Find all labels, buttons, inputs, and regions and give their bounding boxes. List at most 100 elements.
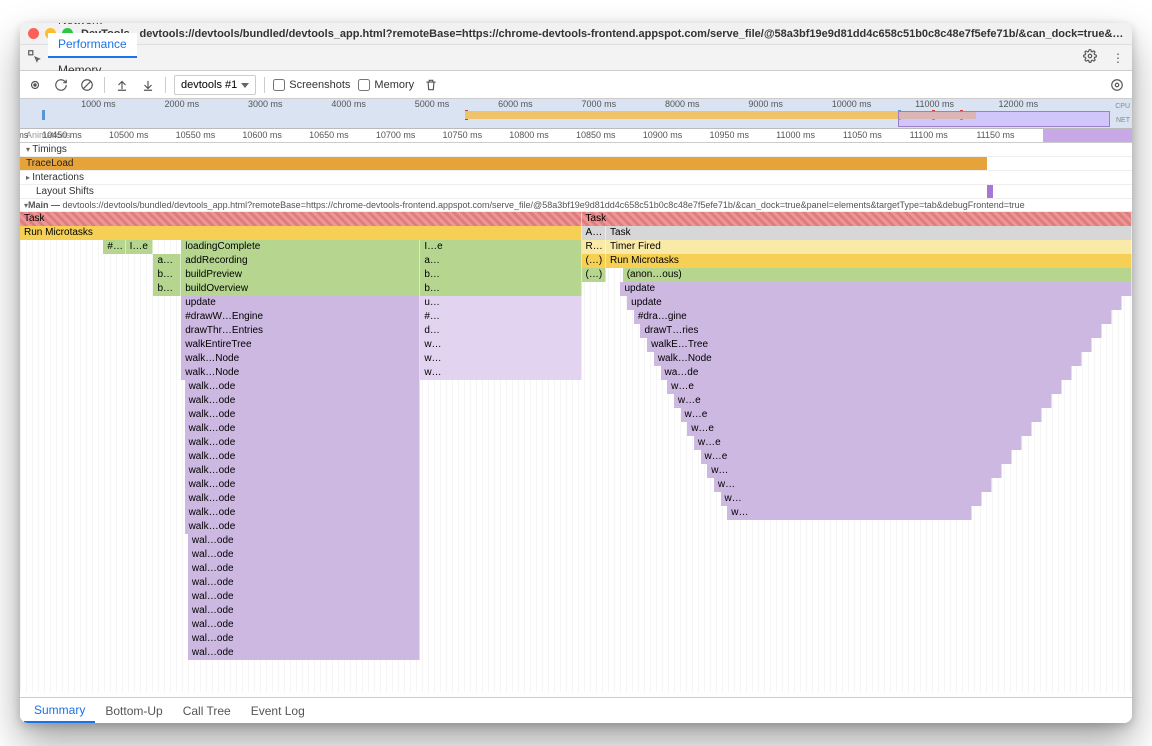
fn-bar[interactable]: wa…de <box>661 366 1072 380</box>
run-microtasks[interactable]: Run Microtasks <box>606 254 1132 268</box>
fn-bar[interactable]: wal…ode <box>188 548 420 562</box>
fn-bar[interactable]: wal…ode <box>188 604 420 618</box>
record-button[interactable] <box>26 76 44 94</box>
fn-bar[interactable]: w… <box>707 464 1002 478</box>
fn-bar[interactable]: w…e <box>681 408 1042 422</box>
fn-bar[interactable]: w…e <box>667 380 1062 394</box>
fn-bar[interactable]: b… <box>420 282 581 296</box>
fn-bar[interactable]: wal…ode <box>188 562 420 576</box>
fn-bar[interactable]: w… <box>420 352 581 366</box>
settings-icon[interactable] <box>1076 49 1104 66</box>
fn-bar[interactable]: wal…ode <box>188 646 420 660</box>
fn-bar[interactable]: walk…ode <box>185 450 421 464</box>
trash-button[interactable] <box>422 76 440 94</box>
track-timings[interactable]: Timings <box>20 143 1132 157</box>
fn-bar[interactable]: b… <box>153 282 181 296</box>
download-button[interactable] <box>139 76 157 94</box>
reload-button[interactable] <box>52 76 70 94</box>
fn-bar[interactable]: walk…ode <box>185 520 421 534</box>
fn-bar[interactable]: #dra…gine <box>634 310 1112 324</box>
fn-bar[interactable]: w… <box>420 338 581 352</box>
fn-bar[interactable]: buildOverview <box>181 282 420 296</box>
bottom-tab-summary[interactable]: Summary <box>24 698 95 723</box>
fn-bar[interactable]: w… <box>721 492 982 506</box>
bottom-tab-call-tree[interactable]: Call Tree <box>173 698 241 723</box>
fn-bar[interactable]: (anon…ous) <box>623 268 1132 282</box>
fn-bar[interactable]: I…e <box>420 240 581 254</box>
fn-bar[interactable]: b… <box>420 268 581 282</box>
fn-bar[interactable]: walk…ode <box>185 394 421 408</box>
track-traceload[interactable]: TraceLoad <box>20 157 1132 171</box>
inspect-icon[interactable] <box>20 49 48 66</box>
task-bar[interactable]: Task <box>606 226 1132 240</box>
flame-chart[interactable]: TaskTaskRun MicrotasksA…Task#r…sI…eloadi… <box>20 212 1132 692</box>
screenshots-checkbox[interactable]: Screenshots <box>273 79 350 91</box>
fn-bar[interactable]: walk…Node <box>181 352 420 366</box>
fn-bar[interactable]: w…e <box>687 422 1032 436</box>
task-bar[interactable]: Task <box>20 212 582 226</box>
track-interactions[interactable]: Interactions <box>20 171 1132 185</box>
fn-bar[interactable]: wal…ode <box>188 632 420 646</box>
fn-bar[interactable]: w… <box>714 478 992 492</box>
fn-bar[interactable]: #… <box>420 310 581 324</box>
fn-bar[interactable]: d… <box>420 324 581 338</box>
fn-bar[interactable]: w…e <box>701 450 1012 464</box>
fn-bar[interactable]: loadingComplete <box>181 240 420 254</box>
track-main-header[interactable]: Main — devtools://devtools/bundled/devto… <box>20 199 1132 212</box>
fn-bar[interactable]: #r…s <box>103 240 125 254</box>
bottom-tab-event-log[interactable]: Event Log <box>241 698 315 723</box>
task-bar[interactable]: Task <box>582 212 1132 226</box>
memory-checkbox[interactable]: Memory <box>358 79 414 91</box>
timer-fired[interactable]: Timer Fired <box>606 240 1132 254</box>
fn-bar[interactable]: wal…ode <box>188 576 420 590</box>
minimap-ruler[interactable]: Animations 0 ms10450 ms10500 ms10550 ms1… <box>20 129 1132 143</box>
fn-bar[interactable]: walk…ode <box>185 422 421 436</box>
run-microtasks[interactable]: Run Microtasks <box>20 226 582 240</box>
fn-bar[interactable]: drawT…ries <box>640 324 1101 338</box>
fn-bar[interactable]: update <box>620 282 1132 296</box>
upload-button[interactable] <box>113 76 131 94</box>
fn-bar[interactable]: walk…ode <box>185 506 421 520</box>
fn-bar[interactable]: walk…Node <box>654 352 1082 366</box>
fn-bar[interactable]: b… <box>153 268 181 282</box>
fn-bar[interactable]: update <box>181 296 420 310</box>
fn-bar[interactable]: walk…ode <box>185 408 421 422</box>
fn-bar[interactable]: drawThr…Entries <box>181 324 420 338</box>
fn-bar[interactable]: walk…ode <box>185 464 421 478</box>
clear-button[interactable] <box>78 76 96 94</box>
track-layout-shifts[interactable]: Layout Shifts <box>20 185 1132 199</box>
fn-bar[interactable]: addRecording <box>181 254 420 268</box>
fn-bar[interactable]: w… <box>727 506 972 520</box>
fn-bar[interactable]: wal…ode <box>188 590 420 604</box>
fn-bar[interactable]: buildPreview <box>181 268 420 282</box>
fn-bar[interactable]: u… <box>420 296 581 310</box>
short-bar[interactable]: (…) <box>582 268 606 282</box>
bottom-tab-bottom-up[interactable]: Bottom-Up <box>95 698 172 723</box>
fn-bar[interactable]: update <box>627 296 1122 310</box>
fn-bar[interactable]: walk…ode <box>185 478 421 492</box>
fn-bar[interactable]: walkE…Tree <box>647 338 1092 352</box>
fn-bar[interactable]: w…e <box>694 436 1022 450</box>
fn-bar[interactable]: walk…Node <box>181 366 420 380</box>
fn-bar[interactable]: I…e <box>126 240 154 254</box>
fn-bar[interactable]: a… <box>153 254 181 268</box>
tab-network[interactable]: Network <box>48 23 137 33</box>
fn-bar[interactable]: wal…ode <box>188 534 420 548</box>
fn-bar[interactable]: #drawW…Engine <box>181 310 420 324</box>
more-icon[interactable]: ⋮ <box>1104 51 1132 65</box>
short-bar[interactable]: (…) <box>582 254 606 268</box>
fn-bar[interactable]: w… <box>420 366 581 380</box>
fn-bar[interactable]: walkEntireTree <box>181 338 420 352</box>
fn-bar[interactable]: walk…ode <box>185 492 421 506</box>
fn-bar[interactable]: walk…ode <box>185 380 421 394</box>
short-bar[interactable]: R… <box>582 240 606 254</box>
close-dot[interactable] <box>28 28 39 39</box>
fn-bar[interactable]: wal…ode <box>188 618 420 632</box>
overview-selection[interactable] <box>898 111 1109 127</box>
fn-bar[interactable]: w…e <box>674 394 1052 408</box>
profile-select[interactable]: devtools #1 <box>174 75 256 95</box>
overview-strip[interactable]: 1000 ms2000 ms3000 ms4000 ms5000 ms6000 … <box>20 99 1132 129</box>
fn-bar[interactable]: walk…ode <box>185 436 421 450</box>
tab-performance[interactable]: Performance <box>48 33 137 58</box>
panel-settings-icon[interactable] <box>1108 76 1126 94</box>
